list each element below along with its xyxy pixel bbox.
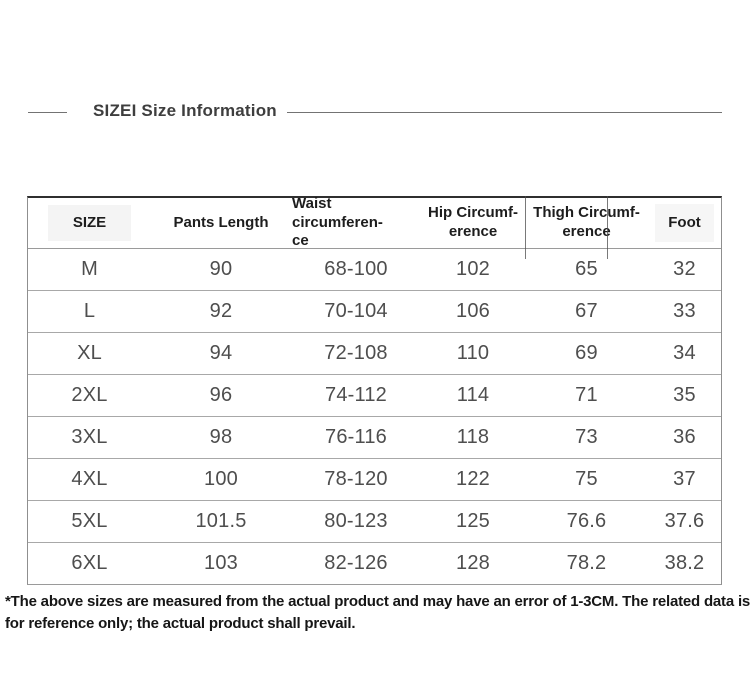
column-header-hip-circumference: Hip Circumf- erence bbox=[428, 204, 518, 240]
pants-length-cell: 96 bbox=[209, 384, 233, 406]
foot-cell: 34 bbox=[673, 342, 696, 364]
thigh-cell: 73 bbox=[575, 426, 598, 448]
pants-length-cell: 101.5 bbox=[195, 510, 247, 532]
header-grid-stub-line bbox=[525, 196, 526, 259]
title-right-divider bbox=[287, 112, 722, 113]
hip-cell: 106 bbox=[456, 300, 490, 322]
thigh-cell: 71 bbox=[575, 384, 598, 406]
waist-cell: 76-116 bbox=[325, 426, 387, 448]
page-title: SIZEI Size Information bbox=[93, 101, 277, 120]
hip-cell: 122 bbox=[456, 468, 490, 490]
footnote: *The above sizes are measured from the a… bbox=[5, 591, 750, 635]
footnote-line-1: *The above sizes are measured from the a… bbox=[5, 593, 750, 610]
waist-cell: 70-104 bbox=[324, 300, 388, 322]
table-row: 2XL 96 74-112 114 71 35 bbox=[28, 375, 721, 417]
foot-cell: 37.6 bbox=[664, 510, 705, 532]
foot-cell: 35 bbox=[673, 384, 696, 406]
foot-cell: 36 bbox=[673, 426, 696, 448]
hip-cell: 102 bbox=[456, 258, 490, 280]
foot-cell: 32 bbox=[673, 258, 696, 280]
waist-cell: 72-108 bbox=[324, 342, 388, 364]
table-row: 3XL 98 76-116 118 73 36 bbox=[28, 417, 721, 459]
thigh-cell: 67 bbox=[575, 300, 598, 322]
table-body: M 90 68-100 102 65 32 L 92 70-104 106 67… bbox=[28, 249, 721, 584]
pants-length-cell: 103 bbox=[204, 552, 238, 574]
size-cell: XL bbox=[77, 342, 102, 364]
pants-length-cell: 92 bbox=[209, 300, 233, 322]
size-information-table: SIZE Pants Length Waist circumferen- ce … bbox=[27, 194, 722, 585]
thigh-cell: 78.2 bbox=[566, 552, 607, 574]
table-row: 4XL 100 78-120 122 75 37 bbox=[28, 459, 721, 501]
waist-cell: 78-120 bbox=[324, 468, 388, 490]
column-header-size: SIZE bbox=[28, 198, 151, 248]
size-cell: 4XL bbox=[71, 468, 108, 490]
size-cell: 6XL bbox=[71, 552, 108, 574]
size-cell: 3XL bbox=[71, 426, 108, 448]
column-header-foot-label: Foot bbox=[655, 203, 714, 243]
pants-length-cell: 98 bbox=[209, 426, 233, 448]
foot-cell: 38.2 bbox=[664, 552, 705, 574]
title-left-divider bbox=[28, 112, 67, 113]
header-grid-stub-line bbox=[607, 196, 608, 259]
thigh-cell: 76.6 bbox=[566, 510, 607, 532]
column-header-thigh-circumference: Thigh Circumf- erence bbox=[533, 204, 640, 240]
waist-cell: 74-112 bbox=[325, 384, 387, 406]
waist-cell: 82-126 bbox=[324, 552, 388, 574]
column-header-waist-circumference: Waist circumferen- ce bbox=[292, 194, 383, 250]
hip-cell: 128 bbox=[456, 552, 490, 574]
waist-cell: 68-100 bbox=[324, 258, 388, 280]
size-cell: M bbox=[81, 258, 98, 280]
table-row: 5XL 101.5 80-123 125 76.6 37.6 bbox=[28, 501, 721, 543]
size-cell: 2XL bbox=[71, 384, 108, 406]
waist-cell: 80-123 bbox=[324, 510, 388, 532]
hip-cell: 118 bbox=[456, 426, 490, 448]
thigh-cell: 75 bbox=[575, 468, 598, 490]
pants-length-cell: 100 bbox=[204, 468, 238, 490]
pants-length-cell: 90 bbox=[209, 258, 233, 280]
table-header-row: SIZE Pants Length Waist circumferen- ce … bbox=[28, 194, 721, 259]
table-row: XL 94 72-108 110 69 34 bbox=[28, 333, 721, 375]
hip-cell: 110 bbox=[456, 342, 490, 364]
thigh-cell: 69 bbox=[575, 342, 598, 364]
hip-cell: 114 bbox=[456, 384, 490, 406]
column-header-pants-length: Pants Length bbox=[173, 213, 269, 231]
table-row: 6XL 103 82-126 128 78.2 38.2 bbox=[28, 543, 721, 584]
size-cell: 5XL bbox=[71, 510, 108, 532]
footnote-line-2: for reference only; the actual product s… bbox=[5, 615, 356, 632]
table-row: L 92 70-104 106 67 33 bbox=[28, 291, 721, 333]
size-cell: L bbox=[83, 300, 96, 322]
foot-cell: 37 bbox=[673, 468, 696, 490]
table-row: M 90 68-100 102 65 32 bbox=[28, 249, 721, 291]
foot-cell: 33 bbox=[673, 300, 696, 322]
column-header-size-label: SIZE bbox=[47, 204, 132, 242]
column-header-foot: Foot bbox=[648, 198, 721, 248]
pants-length-cell: 94 bbox=[209, 342, 233, 364]
thigh-cell: 65 bbox=[575, 258, 598, 280]
hip-cell: 125 bbox=[456, 510, 490, 532]
